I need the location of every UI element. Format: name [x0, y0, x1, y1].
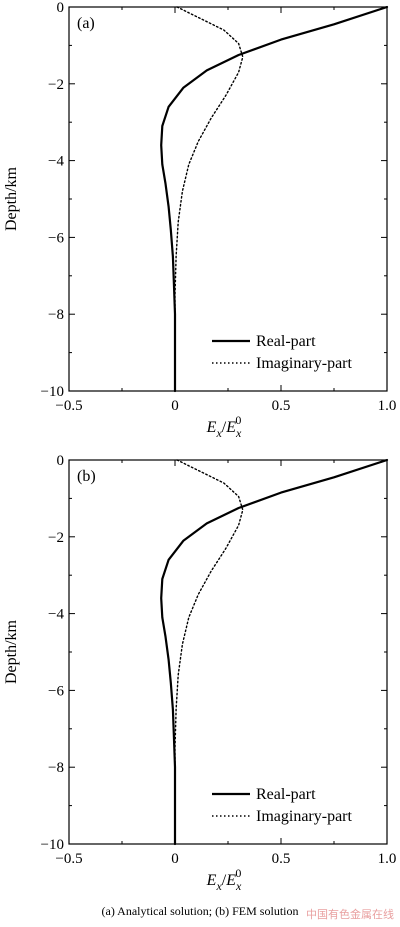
watermark: 中国有色金属在线 [306, 908, 394, 921]
panel-label: (b) [77, 468, 96, 485]
x-tick-label: 0 [171, 398, 179, 414]
series-line-real [160, 5, 389, 393]
x-tick-label: 0 [171, 851, 179, 867]
y-tick-label: 0 [57, 0, 65, 16]
y-tick-label: −6 [48, 230, 64, 246]
y-tick-label: −6 [48, 683, 64, 699]
x-tick-label: −0.5 [55, 398, 82, 414]
y-tick-label: −4 [48, 607, 64, 623]
series-line-imaginary [174, 6, 244, 392]
plot-frame [68, 459, 388, 845]
y-tick-label: −4 [48, 154, 64, 170]
x-tick-label: 0.5 [272, 398, 291, 414]
y-axis-label: Depth/km [3, 619, 20, 684]
legend-label: Real-part [256, 333, 316, 350]
y-tick-label: −8 [48, 760, 64, 776]
figure-caption: (a) Analytical solution; (b) FEM solutio… [101, 904, 299, 918]
x-tick-label: 1.0 [378, 398, 397, 414]
x-axis-label: Ex/Ex0 [206, 866, 242, 893]
plot-frame [68, 6, 388, 392]
x-tick-label: 1.0 [378, 851, 397, 867]
x-tick-label: 0.5 [272, 851, 291, 867]
panel-label: (a) [77, 15, 95, 32]
legend-label: Real-part [256, 786, 316, 803]
x-tick-label: −0.5 [55, 851, 82, 867]
series-line-imaginary [174, 459, 244, 845]
legend-label: Imaginary-part [256, 808, 353, 825]
chart-panel-a: −0.5 0 0.5 1.0 0 −2 −4 −6 −8 −10 Depth/km Ex/Ex0 (a)… [3, 0, 396, 440]
y-axis-label: Depth/km [3, 166, 20, 231]
series-line-real [160, 458, 389, 846]
y-tick-label: −2 [48, 77, 64, 93]
chart-panel-b: −0.5 0 0.5 1.0 0 −2 −4 −6 −8 −10 Depth/km Ex/Ex0 (b)… [3, 453, 396, 893]
y-tick-label: −10 [41, 837, 64, 853]
y-tick-label: −8 [48, 307, 64, 323]
figure: −0.5 0 0.5 1.0 0 −2 −4 −6 −8 −10 Depth/km Ex/Ex0 (a)… [3, 0, 396, 893]
legend-label: Imaginary-part [256, 355, 353, 372]
y-tick-label: −2 [48, 530, 64, 546]
y-tick-label: −10 [41, 384, 64, 400]
y-tick-label: 0 [57, 453, 65, 469]
x-axis-label: Ex/Ex0 [206, 413, 242, 440]
